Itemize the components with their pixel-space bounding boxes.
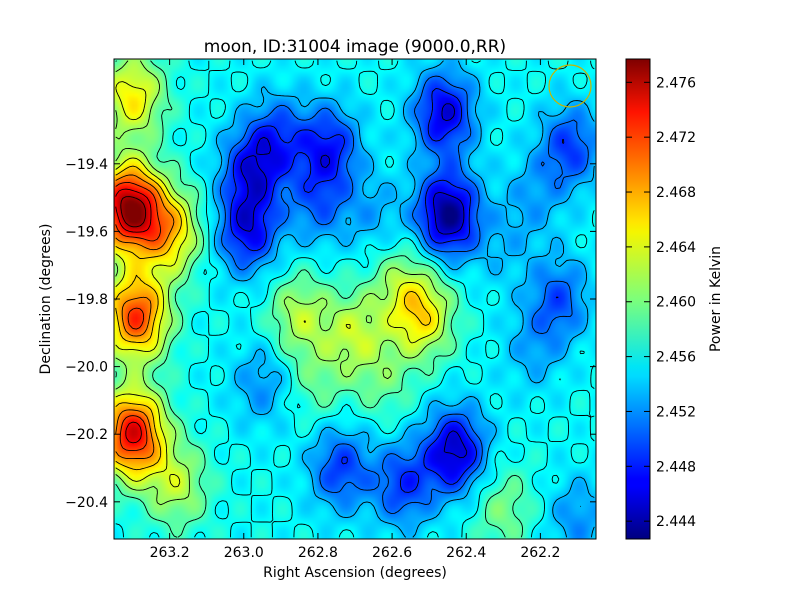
contour-line — [115, 181, 161, 452]
y-tick-label: −19.6 — [65, 224, 108, 240]
colorbar-tick-label: 2.448 — [656, 459, 696, 475]
colorbar-tick-label: 2.452 — [656, 404, 696, 420]
contour-line — [115, 188, 152, 444]
colorbar-tick-label: 2.464 — [656, 240, 696, 256]
y-axis-label: Declination (degrees) — [38, 224, 54, 375]
colorbar-tick-label: 2.456 — [656, 350, 696, 366]
x-axis-label: Right Ascension (degrees) — [263, 565, 447, 581]
contour-line — [219, 75, 589, 514]
x-tick-label: 262.6 — [372, 545, 412, 561]
colorbar — [625, 58, 651, 540]
contour-line — [120, 196, 147, 228]
contour-line — [115, 174, 175, 460]
x-tick-label: 263.0 — [224, 545, 264, 561]
x-tick-label: 262.4 — [446, 545, 486, 561]
contour-line — [236, 103, 468, 459]
colorbar-tick-label: 2.472 — [656, 130, 696, 146]
chart-title: moon, ID:31004 image (9000.0,RR) — [204, 37, 506, 57]
colorbar-label: Power in Kelvin — [708, 246, 724, 352]
x-axis: 263.2 263.0 262.8 262.6 262.4 262.2 — [150, 59, 560, 561]
contour-line — [115, 60, 448, 506]
y-tick-label: −20.0 — [65, 360, 108, 376]
colorbar-tick-label: 2.476 — [656, 75, 696, 91]
contour-line — [115, 60, 524, 538]
colorbar-axis: 2.444 2.448 2.452 2.456 2.460 2.464 2.468 2.472… — [626, 75, 696, 530]
contour-line — [115, 165, 431, 471]
beam-marker — [548, 64, 592, 108]
y-tick-label: −19.4 — [65, 157, 108, 173]
contour-line — [115, 60, 595, 538]
x-tick-label: 263.2 — [150, 545, 190, 561]
colorbar-tick-label: 2.444 — [656, 514, 696, 530]
colorbar-tick-label: 2.468 — [656, 185, 696, 201]
y-axis: −19.4 −19.6 −19.8 −20.0 −20.2 −20.4 — [65, 157, 596, 511]
y-tick-label: −20.4 — [65, 495, 108, 511]
contour-line — [230, 87, 565, 493]
heatmap-image — [114, 59, 596, 539]
x-tick-label: 262.8 — [298, 545, 338, 561]
contour-lines — [115, 60, 595, 538]
contour-line — [212, 60, 595, 538]
colorbar-tick-label: 2.460 — [656, 295, 696, 311]
y-tick-label: −20.2 — [65, 427, 108, 443]
y-tick-label: −19.8 — [65, 292, 108, 308]
x-tick-label: 262.2 — [520, 545, 560, 561]
contour-line — [115, 81, 440, 488]
